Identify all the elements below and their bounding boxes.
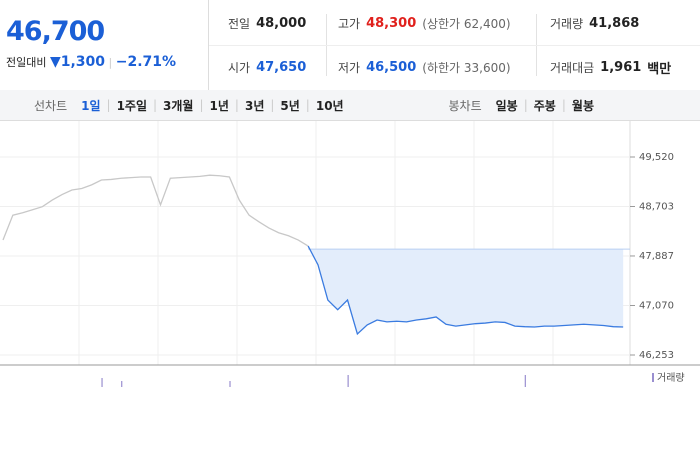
quote-cell: 거래대금 1,961 백만 xyxy=(550,45,671,89)
tab-bar: 선차트 1일 | 1주일 | 3개월 | 1년 | 3년 | 5년 | 10년 봉차트 일봉 | 주봉 | 월봉 xyxy=(0,90,700,121)
quote-note: 백만 xyxy=(647,61,672,77)
tab-separator: | xyxy=(199,98,204,112)
quote-label: 거래대금 xyxy=(550,60,595,75)
tab-separator: | xyxy=(561,98,566,112)
quote-value: 48,300 xyxy=(366,15,417,31)
tab[interactable]: 3년 xyxy=(244,98,265,113)
quote-header: 46,700 전일대비 ▼1,300 | −2.71% 전일 48,000 고가 48… xyxy=(0,0,700,91)
quote-value: 47,650 xyxy=(256,59,307,75)
price-box: 46,700 전일대비 ▼1,300 | −2.71% xyxy=(0,0,209,90)
quote-note: (하한가 33,600) xyxy=(422,60,511,75)
change-amount: ▼1,300 xyxy=(49,54,106,70)
tab[interactable]: 일봉 xyxy=(495,98,518,113)
y-tick-label: 46,253 xyxy=(639,350,674,361)
tab-group-label: 선차트 xyxy=(34,98,68,113)
price-line xyxy=(2,174,309,247)
change: 전일대비 ▼1,300 | −2.71% xyxy=(6,54,177,70)
y-tick-label: 48,703 xyxy=(639,202,674,213)
tab-separator: | xyxy=(270,98,275,112)
quote-value: 41,868 xyxy=(589,15,640,31)
quote-label: 시가 xyxy=(228,60,251,75)
tab-separator: | xyxy=(523,98,528,112)
area-fill xyxy=(308,246,624,334)
y-tick-label: 47,887 xyxy=(639,251,674,262)
tab[interactable]: 5년 xyxy=(280,98,300,113)
quote-cell: 저가 46,500 (하한가 33,600) xyxy=(338,45,511,89)
volume-bar xyxy=(121,381,123,387)
price: 46,700 xyxy=(6,16,105,47)
quote-label: 거래량 xyxy=(550,16,584,31)
volume-bar xyxy=(347,375,349,387)
price-line xyxy=(307,245,624,336)
tab-separator: | xyxy=(106,98,111,112)
quote-cell: 시가 47,650 xyxy=(228,45,306,89)
volume-bar xyxy=(101,378,103,387)
quote-cell: 거래량 41,868 xyxy=(550,1,639,45)
quote-cell: 고가 48,300 (상한가 62,400) xyxy=(338,1,511,45)
y-tick-label: 47,070 xyxy=(639,300,674,311)
quote-cell: 전일 48,000 xyxy=(228,1,306,45)
tab[interactable]: 1주일 xyxy=(116,98,147,113)
quote-note: (상한가 62,400) xyxy=(422,16,511,31)
quote-value: 48,000 xyxy=(256,15,307,31)
quote-label: 전일 xyxy=(228,16,251,31)
tab-separator: | xyxy=(305,98,310,112)
volume-bar xyxy=(229,381,231,387)
quote-value: 46,500 xyxy=(366,59,417,75)
change-rate: −2.71% xyxy=(115,54,177,70)
legend-label: 거래량 xyxy=(657,372,685,384)
quote-label: 고가 xyxy=(338,16,361,31)
legend-swatch xyxy=(652,373,654,382)
quote-value: 1,961 xyxy=(600,59,642,75)
tab[interactable]: 3개월 xyxy=(163,98,194,113)
quote-label: 저가 xyxy=(338,60,361,75)
y-tick-label: 49,520 xyxy=(639,152,674,163)
tab-separator: | xyxy=(234,98,239,112)
tab[interactable]: 10년 xyxy=(315,98,344,113)
change-label: 전일대비 xyxy=(6,56,47,69)
chart: 46,253 47,070 47,887 48,703 49,520 거래량 xyxy=(0,121,700,387)
tab-group-label: 봉차트 xyxy=(448,98,482,113)
tab[interactable]: 주봉 xyxy=(533,98,556,113)
tab[interactable]: 1년 xyxy=(209,98,229,113)
tab[interactable]: 1일 xyxy=(81,98,101,113)
divider xyxy=(209,45,700,46)
tab-separator: | xyxy=(153,98,158,112)
tab[interactable]: 월봉 xyxy=(571,98,594,113)
volume-bar xyxy=(524,375,526,387)
